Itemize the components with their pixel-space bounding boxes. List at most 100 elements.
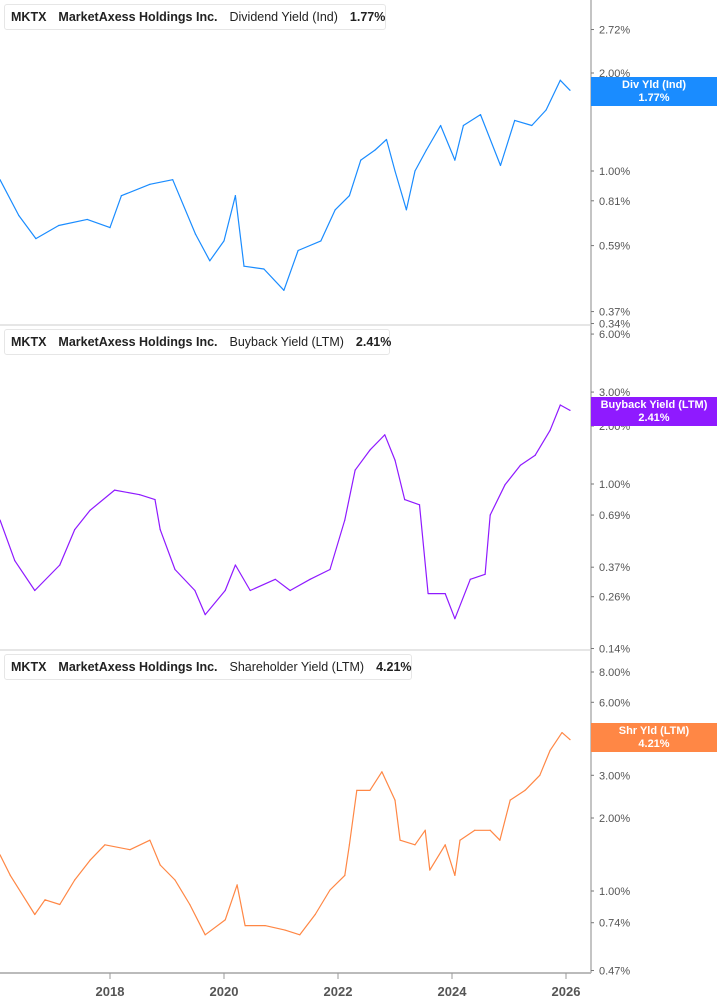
y-tick-label: 2.00% — [599, 813, 630, 825]
data-point — [394, 799, 396, 801]
data-point — [348, 844, 351, 846]
tag-label: Buyback Yield (LTM) — [600, 399, 708, 411]
data-point — [454, 874, 456, 876]
data-point — [519, 464, 522, 466]
data-point — [414, 844, 416, 846]
data-point — [314, 913, 316, 916]
data-point — [243, 265, 245, 267]
data-point — [120, 195, 123, 197]
data-point — [59, 903, 61, 906]
data-point — [374, 149, 376, 151]
data-point — [309, 578, 311, 580]
data-point — [384, 434, 386, 436]
data-point — [545, 109, 547, 111]
data-point — [329, 889, 331, 891]
y-tick-label: 1.00% — [599, 166, 630, 178]
y-tick-label: 0.69% — [599, 510, 630, 522]
data-point — [348, 195, 351, 197]
y-tick-label: 1.00% — [599, 886, 630, 898]
data-point — [344, 874, 346, 876]
data-point — [559, 404, 561, 406]
data-point — [234, 195, 237, 197]
data-point — [381, 771, 383, 773]
data-point — [484, 573, 486, 575]
y-tick-label: 0.37% — [599, 562, 630, 574]
data-point — [174, 568, 176, 571]
data-point — [109, 227, 111, 229]
data-point — [194, 589, 196, 592]
legend-value: 4.21% — [376, 660, 412, 674]
data-point — [129, 849, 131, 851]
data-point — [569, 409, 571, 411]
data-point — [539, 774, 541, 776]
data-point — [499, 839, 501, 841]
data-point — [274, 578, 276, 580]
data-point — [44, 899, 46, 901]
data-point — [454, 618, 456, 620]
data-point — [489, 829, 491, 831]
legend-metric: Buyback Yield (LTM) — [229, 335, 344, 349]
legend-company: MarketAxess Holdings Inc. — [58, 660, 218, 674]
data-point — [159, 864, 161, 866]
data-point — [559, 79, 561, 81]
y-tick-label: 2.72% — [599, 25, 630, 37]
data-point — [549, 749, 551, 752]
tag-label: Div Yld (Ind) — [622, 79, 686, 91]
data-point — [204, 934, 206, 936]
y-tick-label: 0.81% — [599, 196, 630, 208]
data-point — [344, 519, 346, 521]
data-point — [18, 214, 20, 217]
value-tag-buyback: Buyback Yield (LTM) 2.41% — [591, 397, 717, 426]
data-point — [289, 589, 291, 592]
data-point — [264, 924, 266, 927]
data-point — [329, 568, 331, 571]
y-tick-label: 6.00% — [599, 697, 630, 709]
data-point — [34, 913, 36, 916]
data-point — [224, 589, 226, 592]
data-point — [356, 789, 358, 791]
data-point — [283, 289, 285, 291]
data-point — [194, 233, 197, 235]
data-point — [14, 560, 16, 562]
legend-metric: Shareholder Yield (LTM) — [229, 660, 365, 674]
data-point — [149, 839, 151, 841]
data-point — [0, 179, 1, 181]
data-point — [414, 170, 416, 172]
data-point — [369, 789, 371, 791]
data-point — [244, 924, 246, 927]
data-point — [9, 874, 11, 876]
legend-value: 2.41% — [355, 335, 392, 349]
y-tick-label: 3.00% — [599, 387, 630, 399]
data-point — [509, 799, 511, 801]
data-point — [499, 164, 502, 167]
data-point — [454, 159, 456, 161]
data-point — [139, 494, 141, 496]
data-point — [89, 509, 91, 511]
y-tick-label: 8.00% — [599, 667, 630, 679]
data-point — [459, 839, 461, 841]
data-point — [385, 138, 388, 141]
legend-buyback-yield: MKTX MarketAxess Holdings Inc. Buyback Y… — [4, 329, 392, 355]
data-point — [299, 934, 301, 936]
data-point — [404, 498, 406, 501]
y-tick-label: 0.37% — [599, 307, 630, 319]
legend-dividend-yield: MKTX MarketAxess Holdings Inc. Dividend … — [4, 4, 386, 30]
y-tick-label: 0.47% — [599, 966, 630, 978]
data-point — [149, 183, 151, 185]
data-point — [113, 489, 116, 491]
data-point — [504, 484, 506, 486]
data-point — [369, 449, 371, 451]
legend-company: MarketAxess Holdings Inc. — [58, 335, 218, 349]
data-point — [444, 592, 446, 595]
data-point — [394, 459, 396, 461]
data-point — [334, 209, 336, 211]
data-point — [479, 114, 482, 116]
value-tag-dividend: Div Yld (Ind) 1.77% — [591, 77, 717, 106]
data-point — [159, 528, 161, 531]
data-point — [320, 240, 322, 242]
x-tick-label: 2020 — [210, 984, 239, 999]
data-point — [569, 89, 571, 91]
data-point — [534, 454, 536, 456]
data-point — [74, 528, 76, 531]
